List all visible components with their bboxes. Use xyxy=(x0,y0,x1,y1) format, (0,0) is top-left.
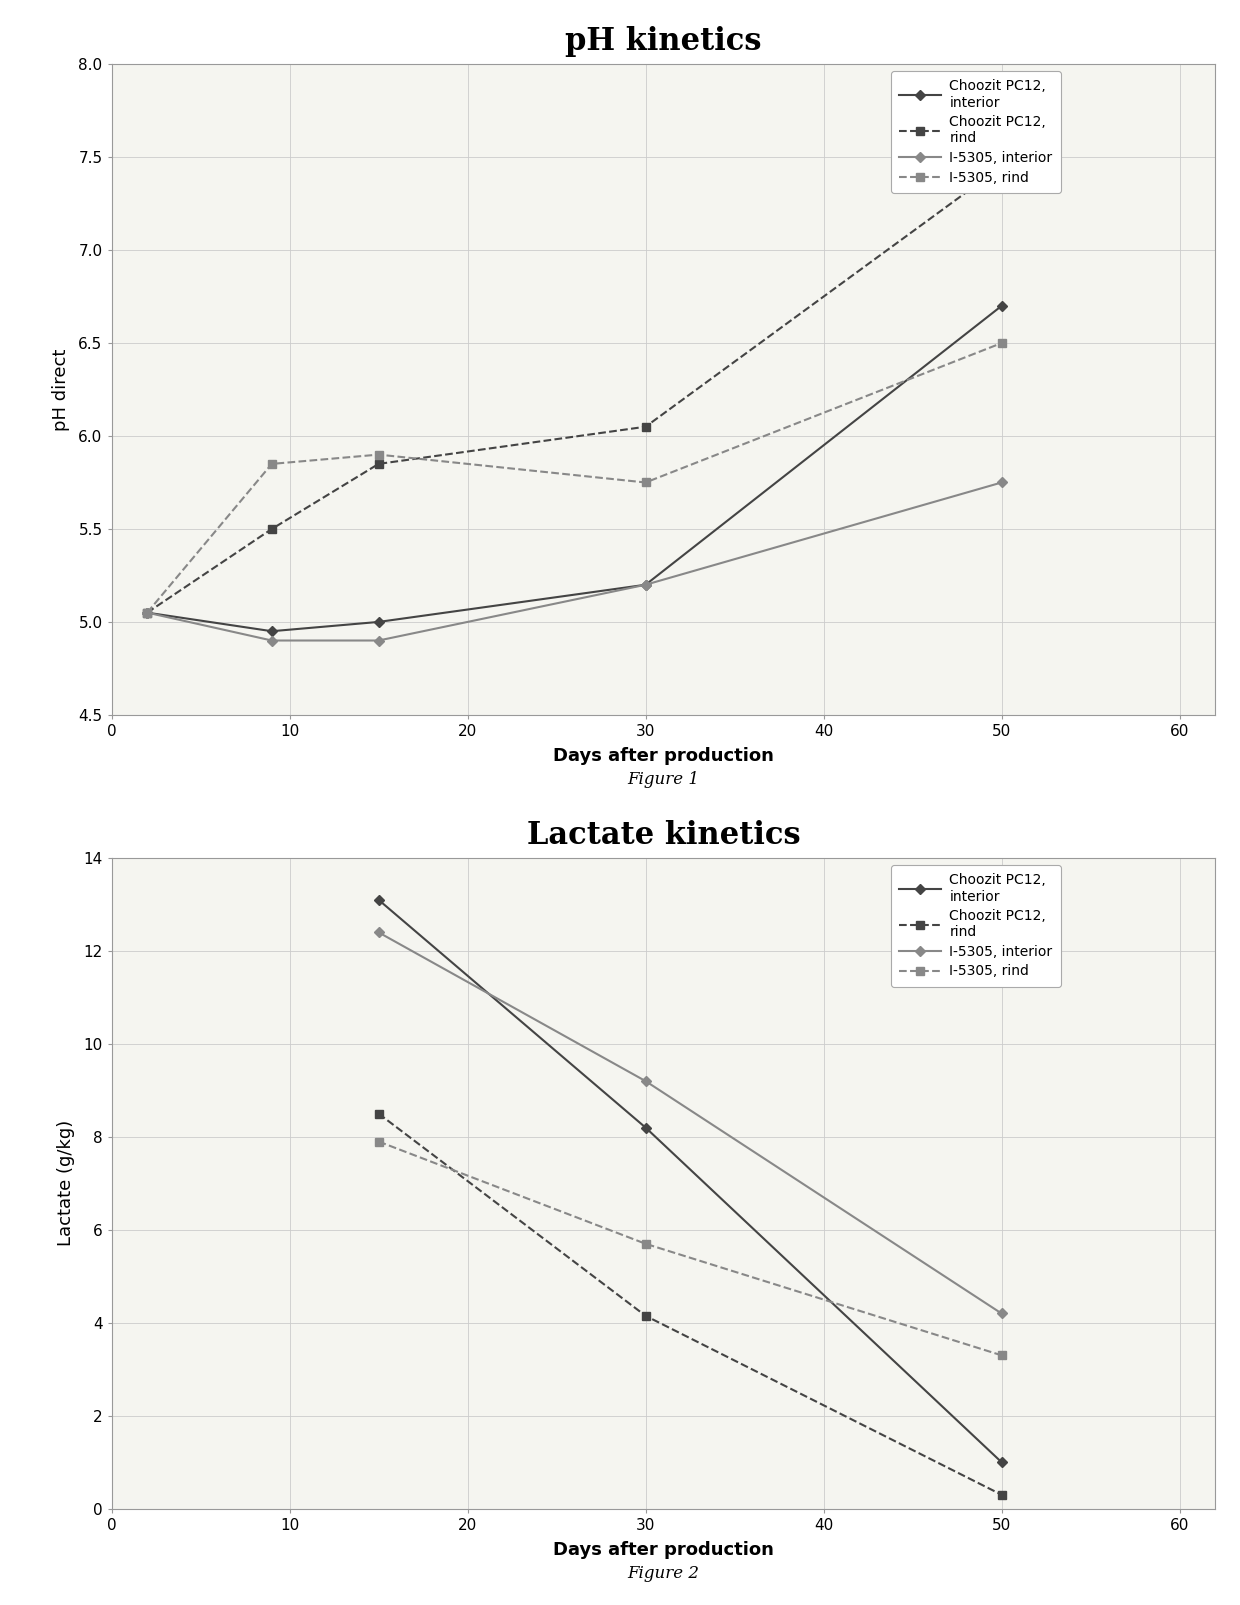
Choozit PC12,
rind xyxy=(264,520,279,539)
Line: I-5305, rind: I-5305, rind xyxy=(143,339,1006,616)
Choozit PC12,
interior xyxy=(639,575,653,594)
I-5305, rind xyxy=(639,473,653,493)
Title: Lactate kinetics: Lactate kinetics xyxy=(527,820,800,851)
Choozit PC12,
interior xyxy=(264,621,279,640)
Choozit PC12,
rind xyxy=(994,157,1009,177)
X-axis label: Days after production: Days after production xyxy=(553,1541,774,1558)
Text: Figure 2: Figure 2 xyxy=(627,1565,699,1583)
Line: I-5305, rind: I-5305, rind xyxy=(374,1138,1006,1359)
I-5305, rind xyxy=(994,334,1009,353)
I-5305, interior xyxy=(371,631,386,650)
X-axis label: Days after production: Days after production xyxy=(553,748,774,766)
I-5305, rind xyxy=(264,454,279,473)
I-5305, interior xyxy=(994,1303,1009,1323)
I-5305, interior xyxy=(639,1072,653,1091)
Choozit PC12,
rind xyxy=(639,1306,653,1326)
Line: Choozit PC12,
interior: Choozit PC12, interior xyxy=(144,302,1006,634)
Line: Choozit PC12,
rind: Choozit PC12, rind xyxy=(143,162,1006,616)
Line: I-5305, interior: I-5305, interior xyxy=(144,478,1006,644)
Choozit PC12,
interior xyxy=(371,891,386,910)
Text: Figure 1: Figure 1 xyxy=(627,770,699,788)
Choozit PC12,
interior xyxy=(994,1453,1009,1472)
Line: Choozit PC12,
rind: Choozit PC12, rind xyxy=(374,1109,1006,1499)
Choozit PC12,
rind xyxy=(639,417,653,437)
Line: I-5305, interior: I-5305, interior xyxy=(376,929,1006,1318)
I-5305, rind xyxy=(371,445,386,464)
I-5305, rind xyxy=(639,1234,653,1254)
Choozit PC12,
interior xyxy=(140,603,155,623)
Choozit PC12,
interior xyxy=(994,297,1009,316)
I-5305, interior xyxy=(994,473,1009,493)
I-5305, rind xyxy=(371,1132,386,1151)
Choozit PC12,
rind xyxy=(994,1485,1009,1504)
Title: pH kinetics: pH kinetics xyxy=(565,26,761,58)
Choozit PC12,
rind xyxy=(140,603,155,623)
Choozit PC12,
rind xyxy=(371,454,386,473)
I-5305, rind xyxy=(140,603,155,623)
Choozit PC12,
rind xyxy=(371,1104,386,1124)
I-5305, interior xyxy=(371,923,386,942)
Line: Choozit PC12,
interior: Choozit PC12, interior xyxy=(376,896,1006,1465)
I-5305, interior xyxy=(140,603,155,623)
I-5305, interior xyxy=(639,575,653,594)
Choozit PC12,
interior xyxy=(371,612,386,631)
Y-axis label: pH direct: pH direct xyxy=(52,348,69,430)
I-5305, interior xyxy=(264,631,279,650)
I-5305, rind xyxy=(994,1345,1009,1364)
Legend: Choozit PC12,
interior, Choozit PC12,
rind, I-5305, interior, I-5305, rind: Choozit PC12, interior, Choozit PC12, ri… xyxy=(892,71,1061,193)
Legend: Choozit PC12,
interior, Choozit PC12,
rind, I-5305, interior, I-5305, rind: Choozit PC12, interior, Choozit PC12, ri… xyxy=(892,865,1061,987)
Y-axis label: Lactate (g/kg): Lactate (g/kg) xyxy=(57,1120,74,1247)
Choozit PC12,
interior xyxy=(639,1119,653,1138)
